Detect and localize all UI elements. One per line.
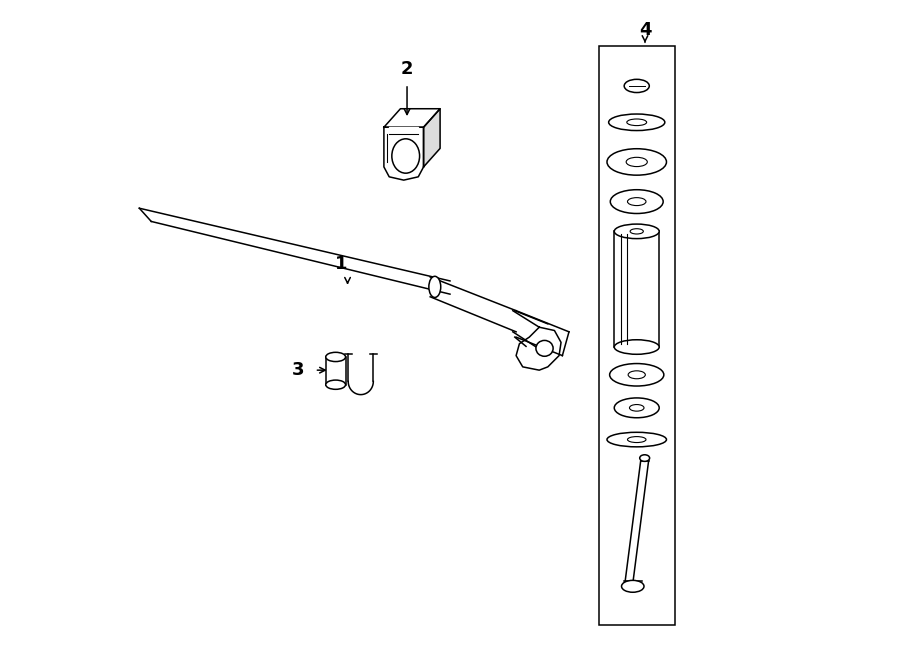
Ellipse shape xyxy=(640,455,650,461)
Ellipse shape xyxy=(610,190,663,214)
Ellipse shape xyxy=(627,198,646,206)
Polygon shape xyxy=(389,127,419,134)
Ellipse shape xyxy=(630,229,644,234)
Ellipse shape xyxy=(625,79,649,93)
Ellipse shape xyxy=(607,432,667,447)
Ellipse shape xyxy=(622,580,644,592)
Polygon shape xyxy=(424,108,440,167)
Ellipse shape xyxy=(615,224,659,239)
Text: 2: 2 xyxy=(400,60,413,79)
Bar xyxy=(598,46,675,625)
Ellipse shape xyxy=(626,119,646,126)
Ellipse shape xyxy=(615,340,659,354)
Ellipse shape xyxy=(628,371,645,379)
Ellipse shape xyxy=(609,364,664,386)
Ellipse shape xyxy=(626,157,647,167)
Text: 3: 3 xyxy=(292,361,304,379)
Ellipse shape xyxy=(608,114,665,131)
Ellipse shape xyxy=(607,149,667,175)
Polygon shape xyxy=(384,127,424,180)
Ellipse shape xyxy=(615,398,659,418)
Ellipse shape xyxy=(629,405,644,411)
Ellipse shape xyxy=(326,380,346,389)
Text: 4: 4 xyxy=(639,20,652,39)
Polygon shape xyxy=(384,108,440,127)
Ellipse shape xyxy=(536,340,554,356)
Text: 1: 1 xyxy=(335,255,347,274)
Ellipse shape xyxy=(326,352,346,362)
Ellipse shape xyxy=(627,436,646,443)
Ellipse shape xyxy=(428,276,441,297)
Ellipse shape xyxy=(392,139,419,173)
